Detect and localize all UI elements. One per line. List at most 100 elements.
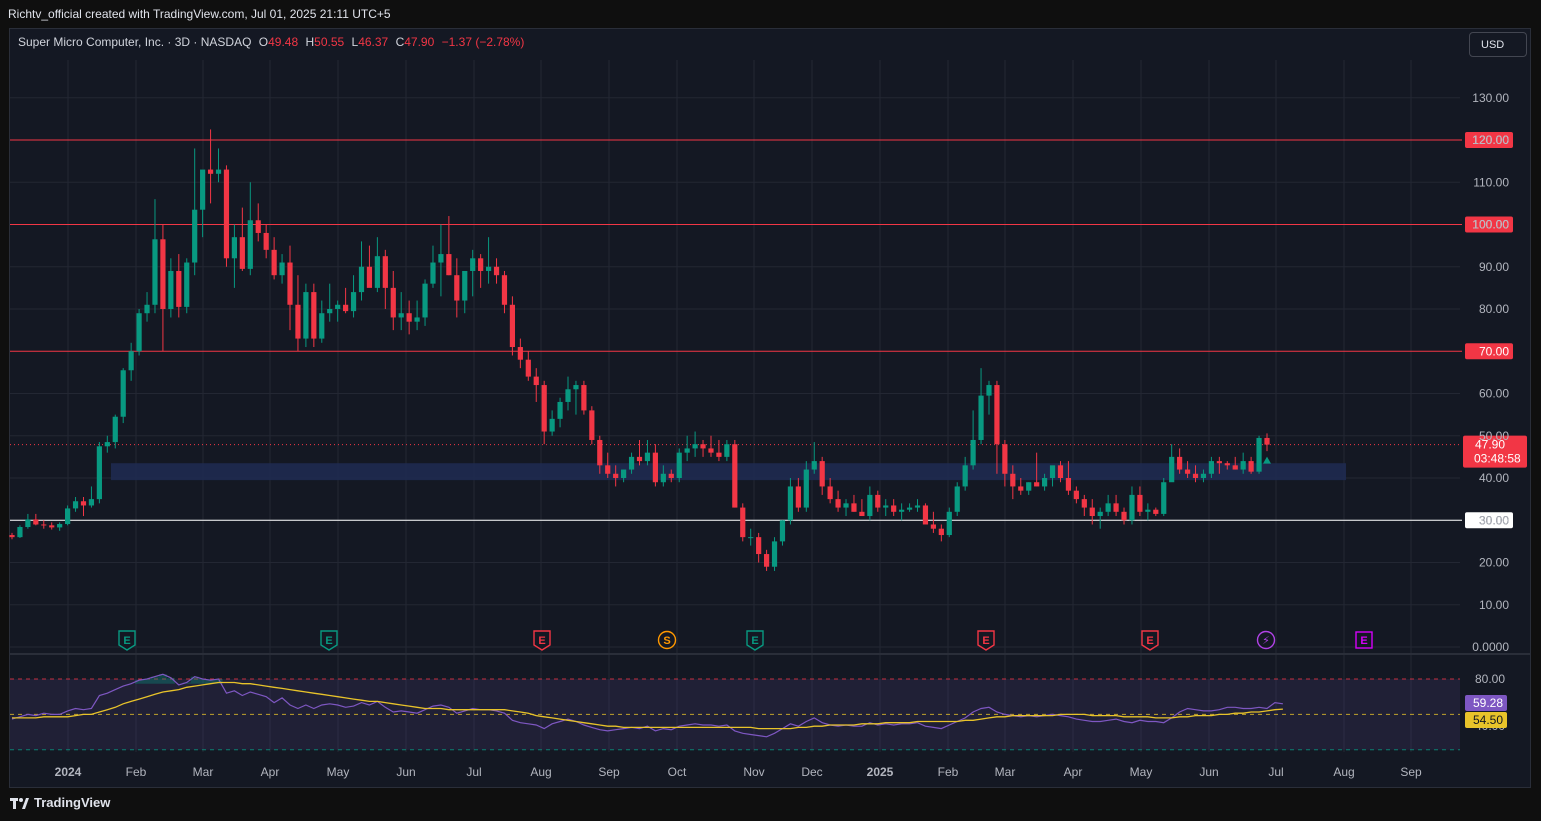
- currency-button[interactable]: USD: [1469, 32, 1527, 57]
- candle-up: [914, 499, 921, 512]
- candle-body: [1081, 499, 1087, 508]
- candle-body: [962, 465, 968, 487]
- event-earnings-reported-icon: E: [746, 630, 764, 651]
- candle-body: [1169, 456, 1175, 483]
- price-axis: 0.0000 10.00 20.00 30.00 40.00 50.00 60.00 80.0…: [1472, 91, 1509, 654]
- candle-body: [827, 486, 833, 500]
- candle-body: [994, 385, 1000, 445]
- candle-body: [970, 439, 976, 466]
- candle-body: [358, 266, 365, 293]
- candle-body: [732, 444, 738, 508]
- candle-up: [946, 507, 952, 538]
- event-badge: [1141, 630, 1159, 651]
- time-tick-label: Jul: [466, 765, 481, 779]
- time-tick-label: Apr: [261, 765, 280, 779]
- candle-down: [49, 522, 55, 530]
- event-earnings-reported-icon: E: [118, 630, 136, 651]
- candle-up: [1041, 473, 1048, 491]
- price-tick-label: 80.00: [1479, 302, 1509, 316]
- event-badge-label: E: [123, 635, 130, 647]
- candle-up: [303, 283, 309, 348]
- candle-down: [1184, 461, 1191, 478]
- candle-down: [668, 469, 674, 483]
- candle-up: [867, 486, 873, 521]
- event-split-icon: S: [657, 630, 677, 650]
- candle-body: [382, 256, 388, 288]
- candle-down: [1121, 507, 1127, 525]
- candle-body: [1097, 511, 1103, 517]
- candle-body: [72, 501, 79, 509]
- candle-body: [1264, 437, 1270, 445]
- candle-body: [509, 304, 516, 348]
- level-label: 30.00: [1479, 513, 1509, 527]
- candle-body: [478, 258, 484, 271]
- candle-down: [851, 494, 857, 512]
- event-badge: [1355, 631, 1373, 649]
- candle-body: [1105, 503, 1111, 512]
- time-tick-label: 2024: [55, 765, 82, 779]
- candle-down: [525, 351, 531, 381]
- candle-body: [1184, 469, 1191, 474]
- last-price-countdown: 03:48:58: [1474, 452, 1521, 466]
- candle-up: [200, 169, 206, 238]
- candle-down: [263, 224, 269, 259]
- candle-down: [1153, 507, 1159, 517]
- candle-body: [613, 473, 619, 478]
- candle-down: [708, 435, 714, 457]
- candle-body: [271, 249, 277, 276]
- candle-down: [994, 380, 1000, 474]
- candle-up: [779, 520, 786, 546]
- low-label: L: [351, 35, 359, 49]
- candle-up: [96, 442, 102, 504]
- candle-body: [668, 473, 674, 478]
- candle-up: [565, 376, 571, 411]
- candle-body: [1137, 494, 1143, 512]
- price-tick-label: 60.00: [1479, 387, 1509, 401]
- event-badge: [657, 630, 677, 650]
- candle-body: [756, 537, 762, 555]
- candle-body: [144, 304, 150, 314]
- candle-up: [724, 439, 730, 462]
- event-badge-label: E: [538, 635, 545, 647]
- candle-up: [1256, 435, 1262, 474]
- candle-body: [287, 262, 293, 305]
- candle-down: [732, 439, 738, 508]
- candle-down: [795, 478, 801, 512]
- candle-body: [906, 507, 913, 510]
- candle-body: [128, 351, 134, 371]
- candle-down: [835, 490, 841, 512]
- candle-body: [771, 541, 778, 567]
- candle-up: [748, 528, 754, 546]
- level-label: 120.00: [1472, 133, 1509, 147]
- time-tick-label: Jul: [1268, 765, 1283, 779]
- candle-body: [851, 503, 857, 512]
- candle-body: [938, 528, 944, 536]
- candle-body: [724, 444, 730, 457]
- candle-down: [271, 237, 277, 280]
- candle-down: [1224, 461, 1230, 470]
- candle-body: [763, 554, 770, 567]
- candle-body: [398, 313, 404, 318]
- footer-brand: TradingView: [10, 795, 110, 810]
- symbol-name[interactable]: Super Micro Computer, Inc. · 3D · NASDAQ: [18, 35, 252, 49]
- candle-body: [652, 452, 658, 483]
- price-tick-label: 40.00: [1479, 471, 1509, 485]
- candle-body: [303, 292, 309, 339]
- candle-down: [454, 258, 460, 318]
- candle-body: [374, 256, 380, 288]
- up-arrow-icon: [1263, 456, 1271, 464]
- candle-up: [350, 275, 357, 318]
- candle-down: [1002, 439, 1008, 487]
- candle-body: [414, 317, 420, 322]
- candle-body: [835, 499, 841, 508]
- time-tick-label: May: [327, 765, 350, 779]
- candle-up: [128, 342, 134, 381]
- last-price-label-bg: [1463, 435, 1527, 468]
- candle-body: [57, 524, 63, 528]
- candle-down: [41, 520, 47, 529]
- candle-up: [279, 254, 285, 284]
- candle-up: [1208, 456, 1214, 478]
